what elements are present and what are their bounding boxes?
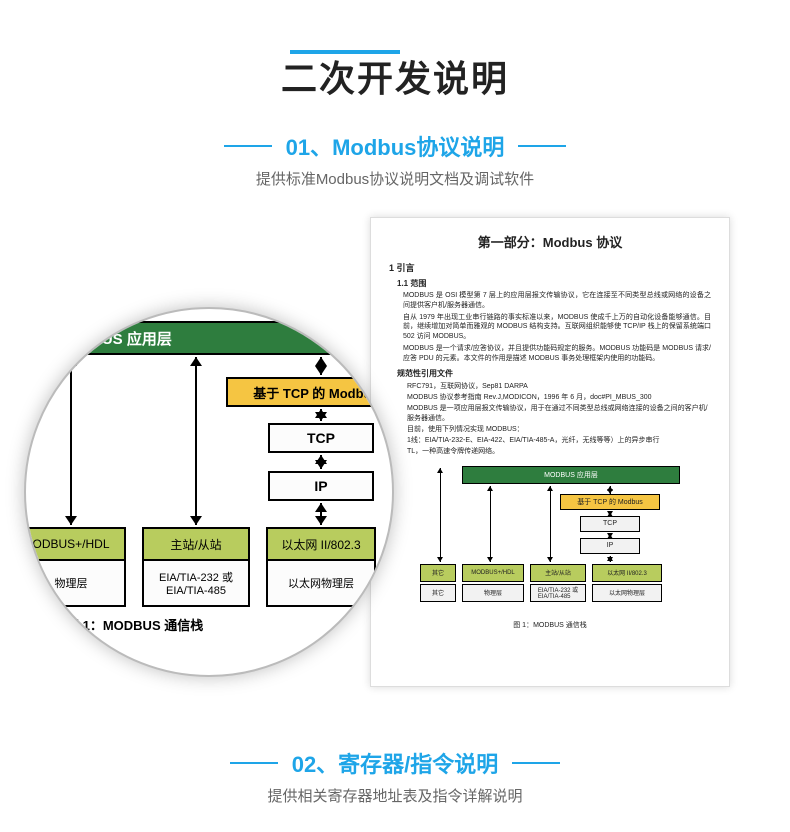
col3-lower: 以太网物理层 — [266, 561, 376, 607]
mini-col2-lower: EIA/TIA-232 或 EIA/TIA-485 — [530, 584, 586, 602]
mini-col3-upper: 以太网 II/802.3 — [592, 564, 662, 582]
app-layer: MODBUS 应用层 — [46, 321, 394, 355]
stack-arrow — [320, 503, 322, 525]
doc-h2: 1.1 范围 — [397, 278, 711, 289]
divider-right — [518, 145, 566, 147]
doc-p2: 自从 1979 年出现工业串行链路的事实标准以来，MODBUS 使成千上万的自动… — [403, 313, 711, 342]
doc-b2: MODBUS 协议参考指南 Rev.J,MODICON，1996 年 6 月，d… — [407, 392, 711, 402]
doc-p1: MODBUS 是 OSI 模型第 7 层上的应用层报文传输协议，它在连接至不同类… — [403, 291, 711, 311]
col1-lower: 物理层 — [24, 561, 126, 607]
section-2-header: 02、寄存器/指令说明 提供相关寄存器地址表及指令详解说明 — [0, 747, 790, 806]
mini-arrow — [490, 486, 491, 562]
doc-b6: TL，一种高速令牌传递网络。 — [407, 446, 711, 456]
col2-upper: 主站/从站 — [142, 527, 250, 561]
mini-col1-upper: MODBUS+/HDL — [462, 564, 524, 582]
doc-b4: 目前，使用下列情况实现 MODBUS： — [407, 424, 711, 434]
document-page: 第一部分：Modbus 协议 1 引言 1.1 范围 MODBUS 是 OSI … — [370, 217, 730, 687]
stack-arrow — [320, 357, 322, 375]
tcp-modbus-box: 基于 TCP 的 Modbus — [226, 377, 394, 407]
tcp-box: TCP — [268, 423, 374, 453]
mini-arrow — [550, 486, 551, 562]
doc-h3: 规范性引用文件 — [397, 368, 711, 379]
mini-tcp-modbus: 基于 TCP 的 Modbus — [560, 494, 660, 510]
mini-arrow — [610, 486, 611, 494]
mini-col3-lower: 以太网物理层 — [592, 584, 662, 602]
stack-arrow — [195, 357, 197, 525]
divider-left — [230, 762, 278, 764]
divider-left — [224, 145, 272, 147]
stack-caption: 图 1：MODBUS 通信栈 — [66, 615, 203, 634]
content-area: 第一部分：Modbus 协议 1 引言 1.1 范围 MODBUS 是 OSI … — [0, 207, 790, 697]
mini-arrow — [440, 468, 441, 562]
mini-col2-upper: 主站/从站 — [530, 564, 586, 582]
stack-arrow — [320, 409, 322, 421]
mini-app-layer: MODBUS 应用层 — [462, 466, 680, 484]
mini-caption: 图 1：MODBUS 通信栈 — [420, 620, 680, 630]
section-1-title: 01、Modbus协议说明 — [286, 130, 505, 162]
doc-h1: 1 引言 — [389, 261, 711, 274]
mini-col0-lower: 其它 — [420, 584, 456, 602]
col1-upper: ODBUS+/HDL — [24, 527, 126, 561]
section-2-title: 02、寄存器/指令说明 — [292, 747, 499, 779]
col3-upper: 以太网 II/802.3 — [266, 527, 376, 561]
mini-stack-diagram: MODBUS 应用层 基于 TCP 的 Modbus TCP IP 其它 其它 … — [420, 466, 680, 616]
mini-col1-lower: 物理层 — [462, 584, 524, 602]
doc-b1: RFC791，互联网协议，Sep81 DARPA — [407, 381, 711, 391]
magnifier: MODBUS 应用层 基于 TCP 的 Modbus TCP IP ODBUS+… — [24, 307, 394, 677]
mini-arrow — [610, 556, 611, 562]
divider-right — [512, 762, 560, 764]
stack-arrow — [70, 357, 72, 525]
col2-lower: EIA/TIA-232 或 EIA/TIA-485 — [142, 561, 250, 607]
mini-col0-upper: 其它 — [420, 564, 456, 582]
ip-box: IP — [268, 471, 374, 501]
mini-ip: IP — [580, 538, 640, 554]
top-accent-bar — [290, 50, 400, 54]
stack-arrow — [320, 455, 322, 469]
section-1-header: 01、Modbus协议说明 提供标准Modbus协议说明文档及调试软件 — [0, 130, 790, 189]
page-title: 二次开发说明 — [0, 50, 790, 102]
section-2-subtitle: 提供相关寄存器地址表及指令详解说明 — [0, 785, 790, 806]
doc-b3: MODBUS 是一项应用层报文传输协议，用于在通过不同类型总线或网络连接的设备之… — [407, 403, 711, 423]
mini-tcp: TCP — [580, 516, 640, 532]
section-1-subtitle: 提供标准Modbus协议说明文档及调试软件 — [0, 168, 790, 189]
doc-title: 第一部分：Modbus 协议 — [389, 232, 711, 251]
doc-b5: 1线：EIA/TIA-232-E、EIA-422、EIA/TIA-485-A，光… — [407, 435, 711, 445]
doc-p3: MODBUS 是一个请求/应答协议，并且提供功能码规定的服务。MODBUS 功能… — [403, 344, 711, 364]
